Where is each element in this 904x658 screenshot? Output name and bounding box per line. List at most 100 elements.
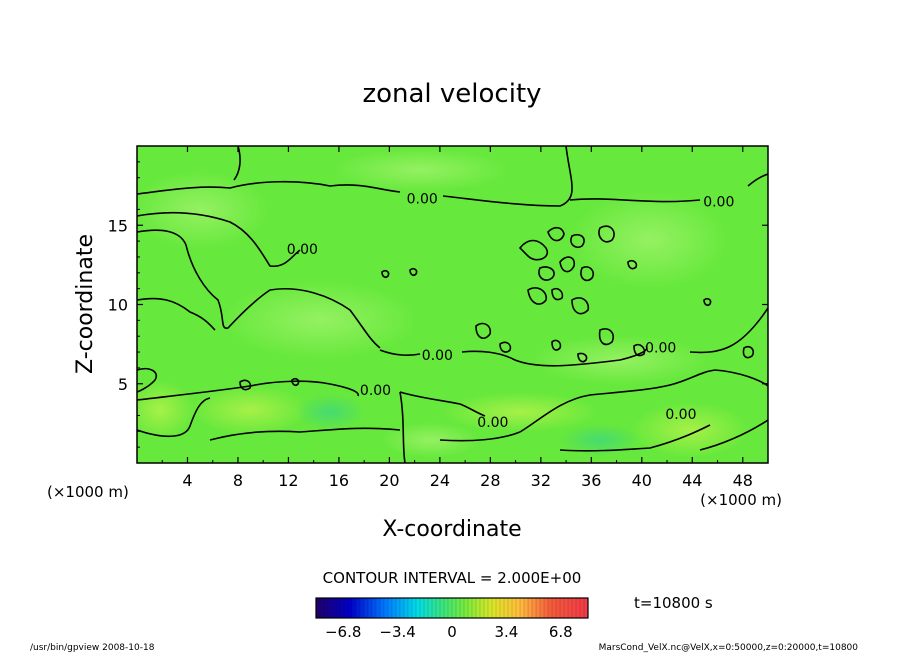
x-tick-label: 36 [581, 471, 601, 490]
colorbar-tick-label: −6.8 [325, 623, 361, 641]
footer-right: MarsCond_VelX.nc@VelX,x=0:50000,z=0:2000… [599, 643, 859, 653]
time-label: t=10800 s [634, 594, 713, 612]
colorbar-cell [476, 598, 481, 618]
colorbar-cell [420, 598, 425, 618]
plot-area: 0.00 0.00 0.00 0.00 0.00 0.00 0.00 0.00 [137, 146, 768, 463]
colorbar-cell [372, 598, 377, 618]
colorbar-cell [480, 598, 485, 618]
colorbar-tick-label: 3.4 [494, 623, 518, 641]
colorbar-cell [456, 598, 461, 618]
colorbar-cell [404, 598, 409, 618]
colorbar-cell [324, 598, 329, 618]
colorbar-cell [556, 598, 561, 618]
colorbar-tick-label: 6.8 [549, 623, 573, 641]
colorbar-tick-label: −3.4 [379, 623, 415, 641]
x-tick-label: 8 [233, 471, 243, 490]
colorbar-cell [516, 598, 521, 618]
colorbar-cell [540, 598, 545, 618]
colorbar-cell [364, 598, 369, 618]
x-tick-label: 32 [531, 471, 551, 490]
x-axis: 4 8 12 16 20 24 28 32 36 40 44 48 [161, 146, 753, 490]
contour-line-upper-right [569, 173, 768, 203]
colorbar-cell [528, 598, 533, 618]
contour-line-lower [137, 367, 768, 433]
colorbar-cell [500, 598, 505, 618]
contour-label: 0.00 [645, 340, 676, 356]
x-tick-label: 40 [632, 471, 652, 490]
colorbar-cell [576, 598, 581, 618]
colorbar-frame [315, 597, 589, 619]
colorbar-cell [432, 598, 437, 618]
colorbar-cell [564, 598, 569, 618]
colorbar-cell [352, 598, 357, 618]
contour-line-left-lobe [137, 211, 381, 349]
colorbar-cell [328, 598, 333, 618]
colorbar-cell [508, 598, 513, 618]
contour-labels: 0.00 0.00 0.00 0.00 0.00 0.00 0.00 0.00 [287, 191, 735, 430]
colorbar-cell [424, 598, 429, 618]
colorbar-cell [464, 598, 469, 618]
colorbar-cell [388, 598, 393, 618]
colorbar-cell [512, 598, 517, 618]
contour-label: 0.00 [407, 191, 438, 207]
colorbar-cell [336, 598, 341, 618]
colorbar-cell [440, 598, 445, 618]
colorbar-cell [560, 598, 565, 618]
colorbar-cell [484, 598, 489, 618]
x-tick-label: 20 [379, 471, 399, 490]
x-tick-label: 48 [733, 471, 753, 490]
colorbar [315, 598, 589, 618]
colorbar-cell [496, 598, 501, 618]
contour-label: 0.00 [422, 348, 453, 364]
colorbar-cell [472, 598, 477, 618]
colorbar-ticks: −6.8 −3.4 0 3.4 6.8 [325, 623, 573, 641]
y-tick-label: 10 [108, 296, 128, 315]
colorbar-cell [320, 598, 325, 618]
colorbar-cell [536, 598, 541, 618]
colorbar-cell [380, 598, 385, 618]
colorbar-cell [468, 598, 473, 618]
colorbar-cell [532, 598, 537, 618]
colorbar-cell [544, 598, 549, 618]
colorbar-cell [412, 598, 417, 618]
colorbar-cell [548, 598, 553, 618]
contour-line-speckles [239, 225, 755, 391]
contour-lines [137, 146, 768, 463]
colorbar-cell [332, 598, 337, 618]
colorbar-cell [568, 598, 573, 618]
x-tick-label: 4 [182, 471, 192, 490]
y-axis: 5 10 15 [108, 161, 768, 448]
chart-title: zonal velocity [362, 79, 541, 109]
colorbar-cell [356, 598, 361, 618]
colorbar-cell [460, 598, 465, 618]
contour-label: 0.00 [360, 383, 391, 399]
colorbar-cell [448, 598, 453, 618]
colorbar-cell [524, 598, 529, 618]
colorbar-cell [444, 598, 449, 618]
y-tick-label: 15 [108, 216, 128, 235]
colorbar-cell [492, 598, 497, 618]
colorbar-cell [408, 598, 413, 618]
x-unit-left: (×1000 m) [47, 483, 129, 501]
contour-line-bottom [137, 391, 768, 463]
contour-label: 0.00 [703, 194, 734, 210]
colorbar-cell [396, 598, 401, 618]
x-unit-right: (×1000 m) [700, 491, 782, 509]
contour-label: 0.00 [287, 242, 318, 258]
colorbar-cell [416, 598, 421, 618]
colorbar-cell [316, 598, 321, 618]
contour-interval-text: CONTOUR INTERVAL = 2.000E+00 [323, 569, 582, 587]
colorbar-cell [384, 598, 389, 618]
contour-line-mid [137, 297, 768, 367]
colorbar-cell [452, 598, 457, 618]
colorbar-cell [552, 598, 557, 618]
colorbar-cell [572, 598, 577, 618]
colorbar-cell [504, 598, 509, 618]
colorbar-cell [488, 598, 493, 618]
colorbar-cell [340, 598, 345, 618]
contour-label: 0.00 [665, 407, 696, 423]
colorbar-cell [400, 598, 405, 618]
x-tick-label: 44 [682, 471, 702, 490]
y-tick-label: 5 [118, 375, 128, 394]
